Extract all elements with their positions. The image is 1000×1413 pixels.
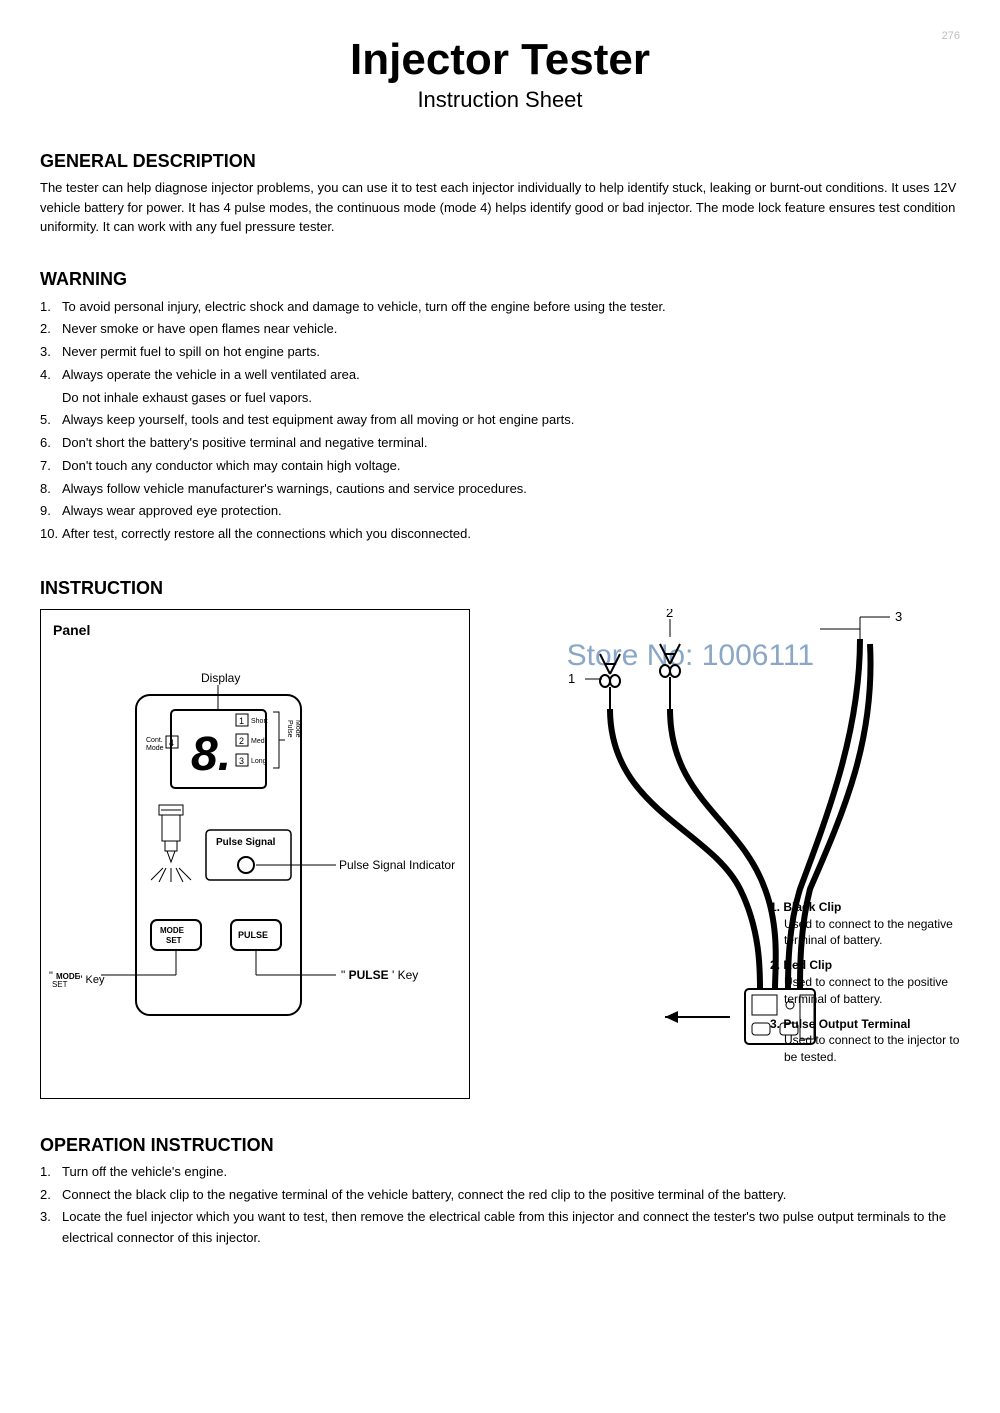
svg-text:Pulse Signal Indicator: Pulse Signal Indicator [339,858,455,872]
list-text: After test, correctly restore all the co… [62,523,960,546]
svg-text:Short: Short [251,718,268,725]
general-text: The tester can help diagnose injector pr… [40,178,960,237]
list-num: 8. [40,478,62,501]
diagram-row: Panel 8. Cont. Mode 4 1 Short 2 Med 3 Lo… [40,609,960,1099]
list-item: 2.Connect the black clip to the negative… [40,1185,960,1206]
list-num: 3. [40,341,62,364]
svg-text:Display: Display [201,671,240,685]
list-text: Always follow vehicle manufacturer's war… [62,478,960,501]
list-item: 8.Always follow vehicle manufacturer's w… [40,478,960,501]
list-text: Locate the fuel injector which you want … [62,1207,960,1249]
svg-text:" PULSE ' Key: " PULSE ' Key [341,968,418,982]
legend: 1. Black Clip Used to connect to the neg… [770,899,960,1074]
list-num: 10. [40,523,62,546]
svg-text:SET: SET [166,936,182,945]
list-text: Turn off the vehicle's engine. [62,1162,960,1183]
operation-heading: OPERATION INSTRUCTION [40,1135,960,1156]
list-text: Always operate the vehicle in a well ven… [62,364,960,387]
list-num: 5. [40,409,62,432]
panel-svg: 8. Cont. Mode 4 1 Short 2 Med 3 Long Pul… [41,610,471,1100]
svg-text:1: 1 [568,671,575,686]
svg-text:" MODESET " Key: " MODESET " Key [49,970,105,989]
legend-item: 2. Red Clip Used to connect to the posit… [770,957,960,1007]
list-item: 5.Always keep yourself, tools and test e… [40,409,960,432]
page-number: 276 [942,30,960,42]
legend-title: 3. Pulse Output Terminal [770,1017,910,1031]
list-item: 3.Locate the fuel injector which you wan… [40,1207,960,1249]
svg-text:1: 1 [239,716,244,726]
svg-text:2: 2 [239,736,244,746]
list-item: 6.Don't short the battery's positive ter… [40,432,960,455]
legend-desc: Used to connect to the negative terminal… [770,916,960,950]
list-item: 9.Always wear approved eye protection. [40,500,960,523]
general-heading: GENERAL DESCRIPTION [40,151,960,172]
legend-title: 2. Red Clip [770,958,832,972]
list-text: Never permit fuel to spill on hot engine… [62,341,960,364]
svg-text:Mode: Mode [146,745,164,752]
svg-text:Mode: Mode [294,720,301,738]
list-item: 1.Turn off the vehicle's engine. [40,1162,960,1183]
instruction-heading: INSTRUCTION [40,578,960,599]
list-item: 1.To avoid personal injury, electric sho… [40,296,960,319]
list-num: 2. [40,1185,62,1206]
legend-desc: Used to connect to the positive terminal… [770,974,960,1008]
list-item: 3.Never permit fuel to spill on hot engi… [40,341,960,364]
svg-text:Med: Med [251,738,265,745]
warning-list: 1.To avoid personal injury, electric sho… [40,296,960,546]
list-text: Connect the black clip to the negative t… [62,1185,960,1206]
svg-text:MODE: MODE [160,926,185,935]
list-text: Always keep yourself, tools and test equ… [62,409,960,432]
list-num: 4. [40,364,62,387]
panel-diagram: Panel 8. Cont. Mode 4 1 Short 2 Med 3 Lo… [40,609,470,1099]
svg-text:Cont.: Cont. [146,737,163,744]
page-subtitle: Instruction Sheet [40,87,960,113]
legend-item: 3. Pulse Output Terminal Used to connect… [770,1016,960,1066]
svg-text:3: 3 [239,756,244,766]
svg-text:Pulse Signal: Pulse Signal [216,837,276,848]
svg-text:8.: 8. [191,728,231,781]
svg-text:Long: Long [251,758,267,765]
list-text: Always wear approved eye protection. [62,500,960,523]
list-num: 9. [40,500,62,523]
list-item: 2.Never smoke or have open flames near v… [40,318,960,341]
svg-text:2: 2 [666,609,673,620]
list-text: To avoid personal injury, electric shock… [62,296,960,319]
list-item: 10.After test, correctly restore all the… [40,523,960,546]
operation-list: 1.Turn off the vehicle's engine. 2.Conne… [40,1162,960,1249]
list-text: Never smoke or have open flames near veh… [62,318,960,341]
svg-text:PULSE: PULSE [238,930,268,940]
list-item: 4.Always operate the vehicle in a well v… [40,364,960,387]
list-num: 1. [40,1162,62,1183]
svg-text:4: 4 [169,738,174,748]
list-num: 1. [40,296,62,319]
legend-item: 1. Black Clip Used to connect to the neg… [770,899,960,949]
warning-heading: WARNING [40,269,960,290]
list-text: Don't short the battery's positive termi… [62,432,960,455]
cable-diagram: Store No: 1006111 1 2 [490,609,960,1099]
svg-text:Pulse: Pulse [286,720,293,738]
list-subtext: Do not inhale exhaust gases or fuel vapo… [40,387,960,410]
svg-text:3: 3 [895,609,902,624]
list-num: 7. [40,455,62,478]
list-item: 7.Don't touch any conductor which may co… [40,455,960,478]
list-num: 6. [40,432,62,455]
list-text: Don't touch any conductor which may cont… [62,455,960,478]
legend-title: 1. Black Clip [770,900,841,914]
list-num: 2. [40,318,62,341]
list-num: 3. [40,1207,62,1249]
page-title: Injector Tester [40,35,960,85]
legend-desc: Used to connect to the injector to be te… [770,1032,960,1066]
